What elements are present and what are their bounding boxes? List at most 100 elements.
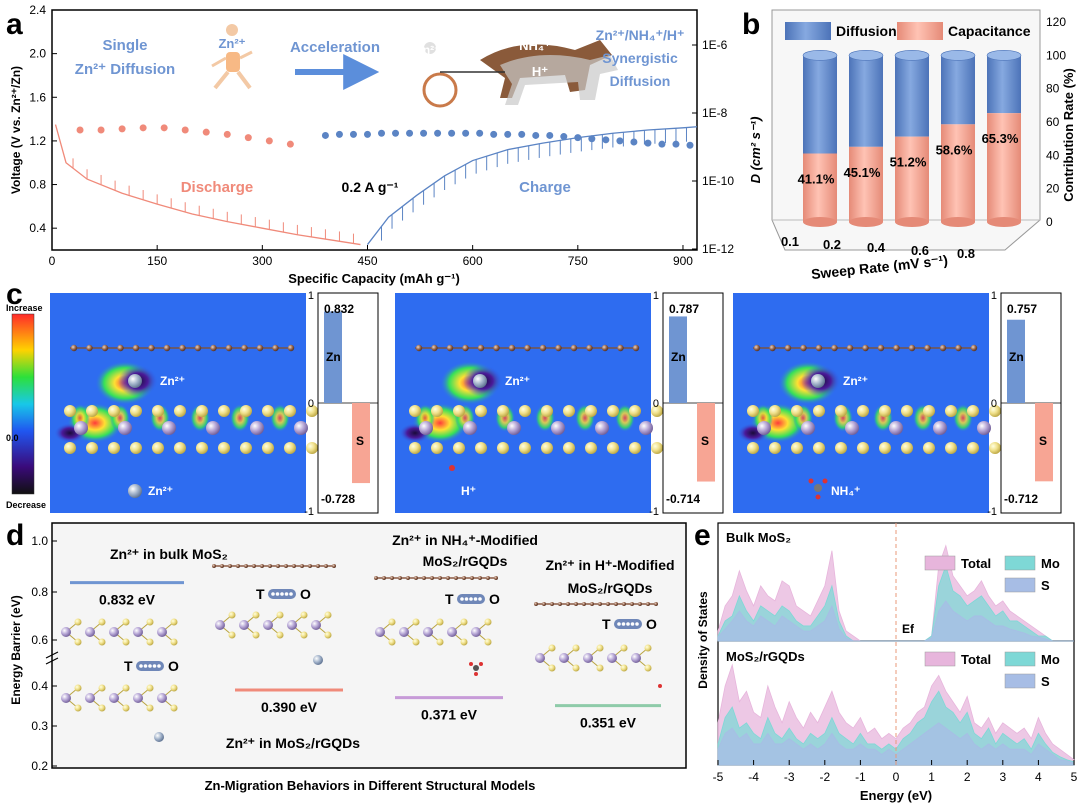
carbon-atom (478, 576, 482, 580)
annot-acceleration: Acceleration (290, 39, 380, 56)
carbon-atom (617, 344, 624, 352)
diffusion-point-discharge (181, 126, 189, 134)
sulfur-atom (74, 618, 82, 626)
a-xtick-label: 450 (357, 254, 377, 268)
zinc-ion-bottom (128, 484, 142, 498)
carbon-atom (590, 602, 594, 606)
bar-base (803, 217, 837, 227)
sulfur-atom (813, 405, 825, 417)
molybdenum-atom (399, 627, 409, 637)
carbon-atom (606, 602, 610, 606)
bar-capacitance (941, 124, 975, 222)
bar-s-value: -0.728 (321, 492, 355, 506)
b-xtick-label: 0.1 (781, 234, 799, 249)
panel-d-frame (51, 522, 687, 769)
bar-capacitance (987, 113, 1021, 222)
legend-diffusion-swatch (785, 22, 831, 40)
diffusion-point-charge (672, 140, 680, 148)
bar-ytick: 0 (308, 398, 314, 410)
legend-capacitance-swatch (897, 22, 943, 40)
sulfur-atom (548, 664, 556, 672)
carbon-atom (446, 576, 450, 580)
molybdenum-atom (294, 421, 308, 435)
d-ytick-label: 0.4 (31, 679, 48, 693)
sulfur-atom (497, 405, 509, 417)
annot-synergy-2: Synergistic (602, 50, 678, 66)
carbon-atom (438, 576, 442, 580)
diffusion-point-charge (462, 129, 470, 137)
sulfur-atom (98, 684, 106, 692)
dos-legend-label: Mo (1041, 556, 1060, 571)
sulfur-atom (453, 442, 465, 454)
bar-ytick: 0 (991, 398, 997, 410)
carbon-atom (632, 344, 640, 352)
axis-break (45, 651, 59, 665)
molybdenum-atom (250, 421, 264, 435)
diffusion-point-charge (686, 141, 694, 149)
carbon-atom (179, 344, 186, 352)
charge-density-map: Zn²⁺ H⁺ (395, 293, 663, 513)
sulfur-atom (813, 442, 825, 454)
diffusion-point-discharge (160, 124, 168, 132)
panel-d-title: Zn-Migration Behaviors in Different Stru… (205, 778, 536, 793)
bar-ytick: 1 (308, 290, 314, 302)
panel-b-chart: Diffusion Capacitance 41.1% 45.1% 51.2% 58.… (748, 9, 1076, 282)
carbon-atom (86, 344, 93, 352)
bar-diffusion-cap (986, 50, 1022, 61)
d-ytick-label: 1.0 (31, 534, 48, 548)
dos-legend-swatch (1004, 673, 1036, 689)
sulfur-atom (86, 405, 98, 417)
bar-ytick: 1 (653, 290, 659, 302)
carbon-atom (601, 344, 609, 352)
site-o: O (300, 586, 311, 602)
annot-driver-ion: Zn²⁺ (416, 43, 441, 57)
legend-capacitance-label: Capacitance (948, 23, 1031, 39)
molybdenum-atom (423, 627, 433, 637)
carbon-atom (494, 576, 498, 580)
carbon-atom (508, 344, 516, 352)
e-xtick-label: -2 (819, 770, 830, 784)
sulfur-atom (436, 618, 444, 626)
panel-e-ylabel: Density of States (696, 591, 710, 689)
graphene-sheet (534, 602, 658, 606)
a-y2tick-label: 1E-12 (702, 242, 734, 256)
map-background (733, 293, 989, 513)
panel-letter-c: c (6, 278, 23, 311)
sulfur-atom (170, 684, 178, 692)
carbon-atom (300, 564, 304, 568)
carbon-atom (462, 576, 466, 580)
molybdenum-atom (74, 421, 88, 435)
sulfur-atom (769, 405, 781, 417)
carbon-atom (220, 564, 224, 568)
panel-a-xlabel: Specific Capacity (mAh g⁻¹) (288, 271, 460, 286)
dos-legend-label: Total (961, 556, 991, 571)
panel-e-xlabel: Energy (eV) (860, 788, 932, 803)
dos-legend-swatch (1004, 651, 1036, 667)
sulfur-atom (475, 405, 487, 417)
bar-zn-value: 0.757 (1007, 302, 1037, 316)
molybdenum-atom (375, 627, 385, 637)
sulfur-atom (262, 442, 274, 454)
panel-letter-a: a (6, 8, 23, 41)
path-dot (635, 622, 639, 626)
carbon-atom (374, 576, 378, 580)
annot-rate: 0.2 A g⁻¹ (342, 179, 399, 195)
sulfur-atom (548, 644, 556, 652)
sulfur-atom (108, 405, 120, 417)
diffusion-point-charge (588, 135, 596, 143)
carbon-atom (582, 602, 586, 606)
diffusion-point-charge (448, 129, 456, 137)
molybdenum-atom (157, 693, 167, 703)
bar-base (941, 217, 975, 227)
b-ytick-label: 40 (1046, 148, 1060, 162)
colorbar-top: Increase (6, 303, 43, 313)
path-dot (271, 592, 275, 596)
molybdenum-atom (419, 421, 433, 435)
diffusion-point-charge (518, 130, 526, 138)
site-o: O (489, 591, 500, 607)
dos-s-area (717, 722, 1075, 766)
bar-zn (669, 316, 687, 403)
sulfur-atom (122, 704, 130, 712)
